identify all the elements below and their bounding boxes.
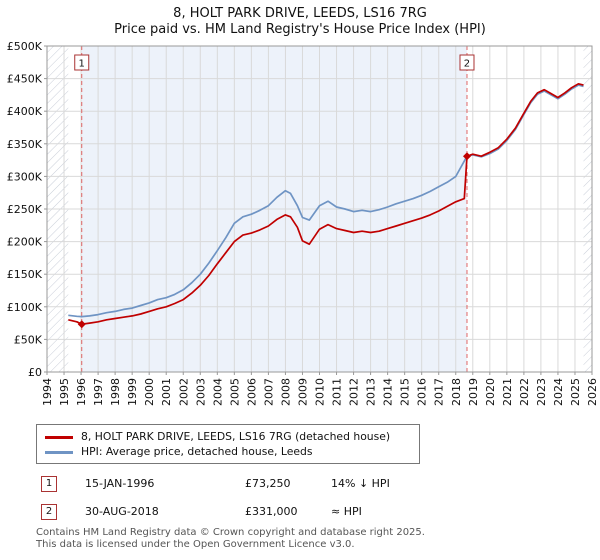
svg-text:1: 1 (79, 59, 85, 70)
event-number-box: 2 (41, 504, 57, 520)
svg-text:£150K: £150K (7, 268, 43, 281)
page-title: 8, HOLT PARK DRIVE, LEEDS, LS16 7RG (173, 6, 427, 21)
legend-hpi-label: HPI: Average price, detached house, Leed… (81, 445, 313, 458)
svg-text:£300K: £300K (7, 170, 43, 183)
sale-marker-number-box: 1 (74, 54, 90, 71)
sale-point-diamond (462, 152, 471, 161)
sale-date: 30-AUG-2018 (85, 505, 159, 518)
svg-text:2022: 2022 (518, 378, 531, 406)
license-footer: Contains HM Land Registry data © Crown c… (36, 527, 425, 550)
event-number-box: 1 (41, 476, 57, 492)
property-price-line (68, 82, 584, 326)
sale-price: £331,000 (245, 505, 298, 518)
svg-text:2017: 2017 (433, 378, 446, 406)
footer-line-2: This data is licensed under the Open Gov… (36, 538, 355, 550)
chart-legend: 8, HOLT PARK DRIVE, LEEDS, LS16 7RG (det… (36, 424, 420, 464)
svg-text:2014: 2014 (382, 378, 395, 406)
svg-text:2010: 2010 (314, 378, 327, 406)
svg-text:2021: 2021 (501, 378, 514, 406)
svg-text:1995: 1995 (58, 378, 71, 406)
svg-text:£0: £0 (28, 366, 42, 379)
svg-text:1999: 1999 (126, 378, 139, 406)
svg-text:2005: 2005 (228, 378, 241, 406)
svg-text:£350K: £350K (7, 138, 43, 151)
hpi-line-swatch (45, 450, 73, 454)
sale-event-row: 1 15-JAN-1996 £73,250 14% ↓ HPI (41, 476, 581, 492)
svg-text:2016: 2016 (416, 378, 429, 406)
svg-text:1996: 1996 (75, 378, 88, 406)
svg-text:2012: 2012 (348, 378, 361, 406)
x-axis-labels: 1994 1995 1996 1997 1998 1999 2000 2001 2002 2003… (41, 372, 599, 406)
legend-property-label: 8, HOLT PARK DRIVE, LEEDS, LS16 7RG (det… (81, 430, 391, 443)
svg-text:2019: 2019 (467, 378, 480, 406)
svg-text:2013: 2013 (365, 378, 378, 406)
svg-text:£250K: £250K (7, 203, 43, 216)
svg-text:£100K: £100K (7, 301, 43, 314)
svg-text:1998: 1998 (109, 378, 122, 406)
svg-text:2024: 2024 (552, 378, 565, 406)
svg-text:2: 2 (464, 59, 470, 70)
svg-text:2003: 2003 (194, 378, 207, 406)
hpi-comparison: ≈ HPI (331, 505, 362, 518)
svg-text:£50K: £50K (14, 333, 43, 346)
property-line-swatch (45, 435, 73, 439)
svg-text:2006: 2006 (245, 378, 258, 406)
legend-item-hpi: HPI: Average price, detached house, Leed… (45, 444, 411, 459)
y-axis-labels: £0 £50K £100K £150K £200K £250K £300K £350K £400… (7, 40, 47, 379)
legend-item-property: 8, HOLT PARK DRIVE, LEEDS, LS16 7RG (det… (45, 429, 411, 444)
svg-text:2018: 2018 (450, 378, 463, 406)
svg-text:2026: 2026 (586, 378, 599, 406)
svg-text:2001: 2001 (160, 378, 173, 406)
svg-text:2000: 2000 (143, 378, 156, 406)
svg-text:2004: 2004 (211, 378, 224, 406)
svg-text:£200K: £200K (7, 236, 43, 249)
svg-text:1997: 1997 (92, 378, 105, 406)
gridlines (46, 45, 593, 373)
svg-text:2015: 2015 (399, 378, 412, 406)
sale-point-diamond (77, 320, 86, 329)
svg-text:2008: 2008 (279, 378, 292, 406)
svg-text:£400K: £400K (7, 105, 43, 118)
svg-text:2025: 2025 (569, 378, 582, 406)
svg-text:2009: 2009 (296, 378, 309, 406)
chart-subtitle: Price paid vs. HM Land Registry's House … (114, 22, 486, 37)
svg-text:2011: 2011 (331, 378, 344, 406)
sale-date: 15-JAN-1996 (85, 477, 155, 490)
hpi-comparison: 14% ↓ HPI (331, 477, 390, 490)
footer-line-1: Contains HM Land Registry data © Crown c… (36, 527, 425, 538)
sale-event-row: 2 30-AUG-2018 £331,000 ≈ HPI (41, 504, 581, 520)
sale-price: £73,250 (245, 477, 291, 490)
svg-text:1994: 1994 (41, 378, 54, 406)
svg-text:£500K: £500K (7, 40, 43, 53)
price-history-chart: £0 £50K £100K £150K £200K £250K £300K £350K £400… (7, 40, 599, 406)
svg-text:2020: 2020 (484, 378, 497, 406)
svg-text:£450K: £450K (7, 73, 43, 86)
svg-text:2023: 2023 (535, 378, 548, 406)
svg-text:2007: 2007 (262, 378, 275, 406)
svg-text:2002: 2002 (177, 378, 190, 406)
sale-marker-number-box: 2 (459, 54, 475, 71)
